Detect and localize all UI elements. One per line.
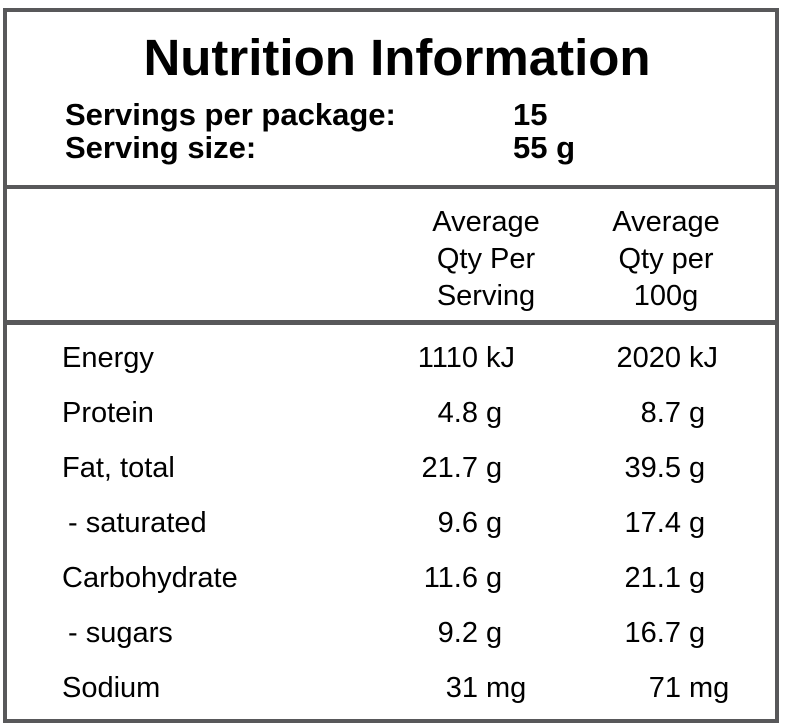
nutrient-row-protein: Protein 4.8 g 8.7 g (7, 386, 775, 441)
nutrient-row-sodium: Sodium 31 mg 71 mg (7, 661, 775, 716)
servings-per-package-row: Servings per package: 15 (7, 98, 775, 131)
nutrient-name: Energy (62, 342, 154, 374)
unit-per-100g: g (689, 452, 706, 484)
nutrient-name: - saturated (68, 507, 207, 539)
column-header-per-serving: Average Qty Per Serving (400, 204, 572, 320)
nutrient-name: - sugars (68, 617, 173, 649)
value-per-serving: 1110 (417, 342, 478, 374)
value-per-serving: 21.7 (421, 452, 478, 484)
unit-per-100g: g (689, 562, 706, 594)
per-100g-header-line: Average (612, 206, 720, 238)
value-per-serving: 4.8 (437, 397, 478, 429)
value-per-100g: 39.5 (624, 452, 681, 484)
nutrition-panel: Nutrition Information Servings per packa… (3, 8, 779, 723)
unit-per-serving: g (486, 507, 503, 539)
nutrient-row-carbohydrate: Carbohydrate 11.6 g 21.1 g (7, 551, 775, 606)
per-100g-header-line: 100g (633, 280, 699, 312)
unit-per-100g: g (689, 507, 706, 539)
nutrient-row-fat-total: Fat, total 21.7 g 39.5 g (7, 441, 775, 496)
value-per-serving: 11.6 (423, 562, 478, 594)
nutrient-name: Protein (62, 397, 154, 429)
page-title: Nutrition Information (143, 29, 651, 86)
nutrient-name: Sodium (62, 672, 161, 704)
value-per-serving: 9.2 (437, 617, 478, 649)
value-per-serving: 31 (445, 672, 478, 704)
per-serving-header-line: Serving (436, 280, 536, 312)
nutrient-table: Energy 1110 kJ 2020 kJ Protein 4.8 g 8.7… (7, 320, 775, 719)
value-per-serving: 9.6 (437, 507, 478, 539)
unit-per-100g: kJ (689, 342, 718, 374)
servings-per-package-label: Servings per package: (65, 97, 396, 132)
unit-per-100g: mg (689, 672, 730, 704)
value-per-100g: 2020 (616, 342, 681, 374)
serving-size-label: Serving size: (65, 130, 257, 165)
nutrient-name: Fat, total (62, 452, 175, 484)
column-header-gap (572, 204, 580, 320)
per-100g-header-line: Qty per (618, 243, 714, 275)
unit-per-serving: kJ (486, 342, 515, 374)
nutrient-row-sugars: - sugars 9.2 g 16.7 g (7, 606, 775, 661)
column-header-spacer (7, 204, 400, 320)
value-per-100g: 17.4 (624, 507, 681, 539)
value-per-100g: 16.7 (624, 617, 681, 649)
unit-per-serving: g (486, 397, 503, 429)
servings-block: Servings per package: 15 Serving size: 5… (7, 98, 775, 164)
servings-per-package-value: 15 (513, 97, 548, 132)
serving-size-row: Serving size: 55 g (7, 131, 775, 164)
unit-per-serving: g (486, 617, 503, 649)
header-section: Nutrition Information Servings per packa… (7, 12, 775, 185)
value-per-100g: 21.1 (624, 562, 681, 594)
nutrient-row-energy: Energy 1110 kJ 2020 kJ (7, 331, 775, 386)
unit-per-serving: g (486, 562, 503, 594)
value-per-100g: 8.7 (640, 397, 681, 429)
unit-per-serving: mg (486, 672, 527, 704)
unit-per-serving: g (486, 452, 503, 484)
nutrient-name: Carbohydrate (62, 562, 238, 594)
nutrient-row-saturated: - saturated 9.6 g 17.4 g (7, 496, 775, 551)
per-serving-header-line: Average (432, 206, 540, 238)
serving-size-value: 55 g (513, 130, 576, 165)
column-header-section: Average Qty Per Serving Average Qty per … (7, 185, 775, 320)
unit-per-100g: g (689, 617, 706, 649)
unit-per-100g: g (689, 397, 706, 429)
value-per-100g: 71 (648, 672, 681, 704)
column-header-per-100g: Average Qty per 100g (580, 204, 752, 320)
per-serving-header-line: Qty Per (436, 243, 536, 275)
